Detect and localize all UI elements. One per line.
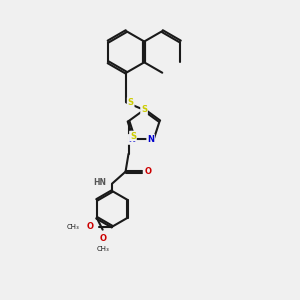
Text: N: N	[128, 135, 135, 144]
Text: CH₃: CH₃	[96, 246, 109, 252]
Text: CH₃: CH₃	[67, 224, 80, 230]
Text: S: S	[141, 105, 147, 114]
Text: S: S	[130, 131, 136, 140]
Text: O: O	[99, 234, 106, 243]
Text: S: S	[128, 98, 134, 107]
Text: HN: HN	[93, 178, 106, 187]
Text: N: N	[147, 135, 154, 144]
Text: O: O	[144, 167, 151, 176]
Text: O: O	[86, 222, 93, 231]
